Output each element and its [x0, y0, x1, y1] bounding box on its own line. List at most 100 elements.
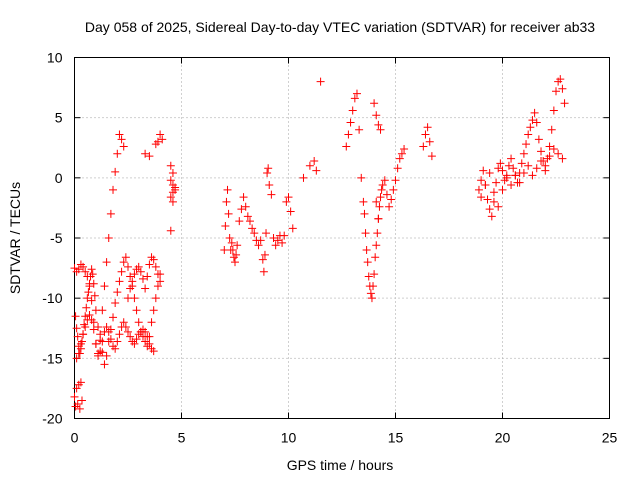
data-point [231, 258, 239, 267]
x-tick-label: 20 [495, 430, 511, 446]
y-axis-label: SDTVAR / TECUs [7, 182, 23, 294]
y-tick-label: -5 [50, 230, 63, 246]
data-point [70, 392, 79, 401]
data-point [79, 262, 88, 271]
data-point [549, 144, 558, 153]
data-point [166, 193, 175, 202]
data-point [117, 267, 126, 276]
data-point [489, 188, 498, 197]
data-point [149, 347, 158, 356]
data-point [245, 217, 254, 226]
data-point [74, 265, 83, 274]
data-point [522, 140, 531, 149]
data-point [130, 270, 139, 279]
data-point [126, 284, 135, 293]
data-point [256, 236, 265, 245]
data-point [89, 325, 98, 334]
axis-ticks [74, 57, 610, 419]
data-point [239, 193, 248, 202]
data-point [485, 169, 494, 178]
data-point [556, 75, 565, 84]
data-point [474, 185, 483, 194]
data-point [232, 250, 241, 259]
data-point [72, 324, 81, 333]
data-point [373, 229, 382, 238]
data-point [88, 270, 97, 279]
data-point [362, 246, 371, 255]
data-point [485, 205, 494, 214]
data-point [85, 311, 94, 320]
data-point [119, 258, 128, 267]
data-point [346, 118, 355, 127]
data-point [128, 277, 137, 286]
data-point [537, 147, 546, 156]
data-point [494, 202, 503, 211]
data-point [153, 270, 162, 279]
data-point [153, 282, 162, 291]
data-point [233, 241, 242, 250]
data-point [126, 272, 135, 281]
data-point [269, 234, 278, 242]
data-point [370, 99, 379, 108]
data-point [143, 272, 152, 281]
data-point [250, 229, 259, 238]
data-point [81, 323, 90, 332]
data-point [504, 161, 513, 170]
data-point [389, 185, 398, 194]
data-point [94, 323, 103, 332]
data-point [498, 166, 507, 175]
data-point [376, 193, 385, 202]
data-point [350, 94, 359, 103]
data-point [264, 164, 273, 173]
data-point [147, 318, 156, 327]
data-point [496, 159, 505, 168]
data-point [126, 332, 135, 341]
data-point [124, 262, 132, 271]
data-point [382, 190, 391, 199]
data-point [141, 327, 150, 336]
data-point [145, 339, 154, 348]
data-point [100, 282, 109, 291]
data-point [385, 202, 394, 211]
data-point [111, 298, 120, 307]
data-point [227, 238, 236, 247]
data-point [547, 125, 556, 134]
data-point [83, 294, 92, 303]
data-point [228, 246, 237, 255]
data-point [96, 330, 105, 339]
data-point [130, 339, 139, 348]
data-point [77, 396, 86, 405]
data-point [119, 142, 128, 151]
x-tick-label: 15 [388, 430, 404, 446]
data-point [355, 125, 364, 134]
data-point [280, 231, 289, 240]
data-point [483, 195, 492, 204]
data-point [487, 212, 496, 221]
data-point [117, 135, 126, 144]
data-point [397, 149, 406, 158]
data-point [560, 99, 569, 108]
data-point [81, 267, 90, 276]
data-point [532, 118, 541, 127]
data-point [344, 130, 353, 139]
data-point [342, 142, 351, 151]
y-tick-labels: -20 -15 -10 -5 0 5 10 [42, 50, 62, 427]
data-point [82, 303, 91, 312]
data-point [87, 315, 96, 324]
data-point [156, 277, 165, 286]
data-point [299, 173, 308, 182]
data-point [284, 193, 293, 202]
data-point [481, 181, 490, 190]
data-point [166, 161, 175, 170]
data-point [90, 291, 99, 300]
data-point [138, 274, 147, 283]
data-point [380, 176, 389, 185]
data-point [282, 197, 291, 206]
data-point [421, 130, 430, 139]
data-point [145, 260, 154, 269]
data-point [400, 144, 409, 153]
data-point [113, 288, 122, 297]
data-point [121, 323, 130, 332]
data-point [477, 176, 486, 185]
data-point [372, 241, 381, 250]
